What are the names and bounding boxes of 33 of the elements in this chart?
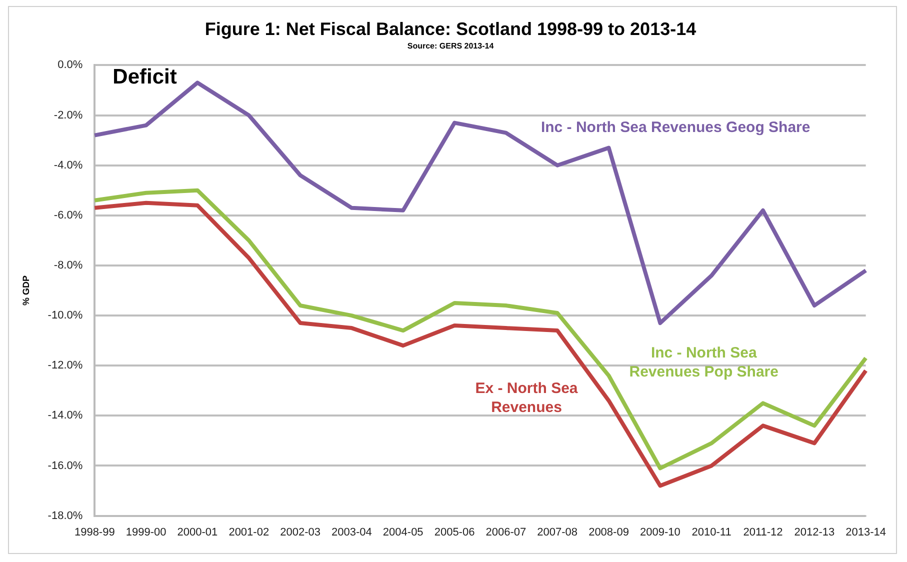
x-tick-label: 2013-14 xyxy=(846,526,886,538)
series-label: Ex - North Sea Revenues xyxy=(475,380,578,416)
annotation: Deficit xyxy=(112,65,177,88)
x-tick-label: 2008-09 xyxy=(588,526,629,538)
x-tick-label: 2002-03 xyxy=(280,526,320,538)
y-tick-label: -12.0% xyxy=(48,360,83,372)
x-tick-label: 2004-05 xyxy=(382,526,424,538)
x-tick-label: 2006-07 xyxy=(486,526,526,538)
x-tick-label: 2010-11 xyxy=(692,526,732,538)
x-tick-label: 2012-13 xyxy=(794,526,835,538)
x-tick-label: 2001-02 xyxy=(228,526,270,538)
y-tick-label: -2.0% xyxy=(54,109,83,122)
y-tick-label: -18.0% xyxy=(48,510,83,522)
x-tick-label: 2005-06 xyxy=(434,526,475,538)
y-axis-title: % GDP xyxy=(20,275,31,306)
x-tick-label: 2007-08 xyxy=(537,526,578,538)
chart-subtitle: Source: GERS 2013-14 xyxy=(407,42,494,51)
y-tick-label: -14.0% xyxy=(48,410,83,422)
series-label: Inc - North Sea Revenues Pop Share xyxy=(629,344,778,381)
y-tick-label: -6.0% xyxy=(54,209,83,222)
x-tick-label: 1999-00 xyxy=(126,526,166,538)
series-label: Inc - North Sea Revenues Geog Share xyxy=(540,118,810,136)
y-tick-label: -10.0% xyxy=(48,310,83,322)
x-tick-label: 2000-01 xyxy=(177,526,218,538)
y-tick-label: -8.0% xyxy=(54,260,83,272)
y-tick-label: 0.0% xyxy=(58,59,83,72)
x-tick-label: 2003-04 xyxy=(332,526,372,538)
x-tick-label: 1998-99 xyxy=(74,526,115,538)
x-tick-label: 2011-12 xyxy=(743,526,783,538)
chart-title: Figure 1: Net Fiscal Balance: Scotland 1998-99 to 2013-14 xyxy=(204,18,696,39)
y-tick-label: -16.0% xyxy=(48,460,83,472)
x-tick-label: 2009-10 xyxy=(640,526,680,538)
y-tick-label: -4.0% xyxy=(54,159,83,172)
